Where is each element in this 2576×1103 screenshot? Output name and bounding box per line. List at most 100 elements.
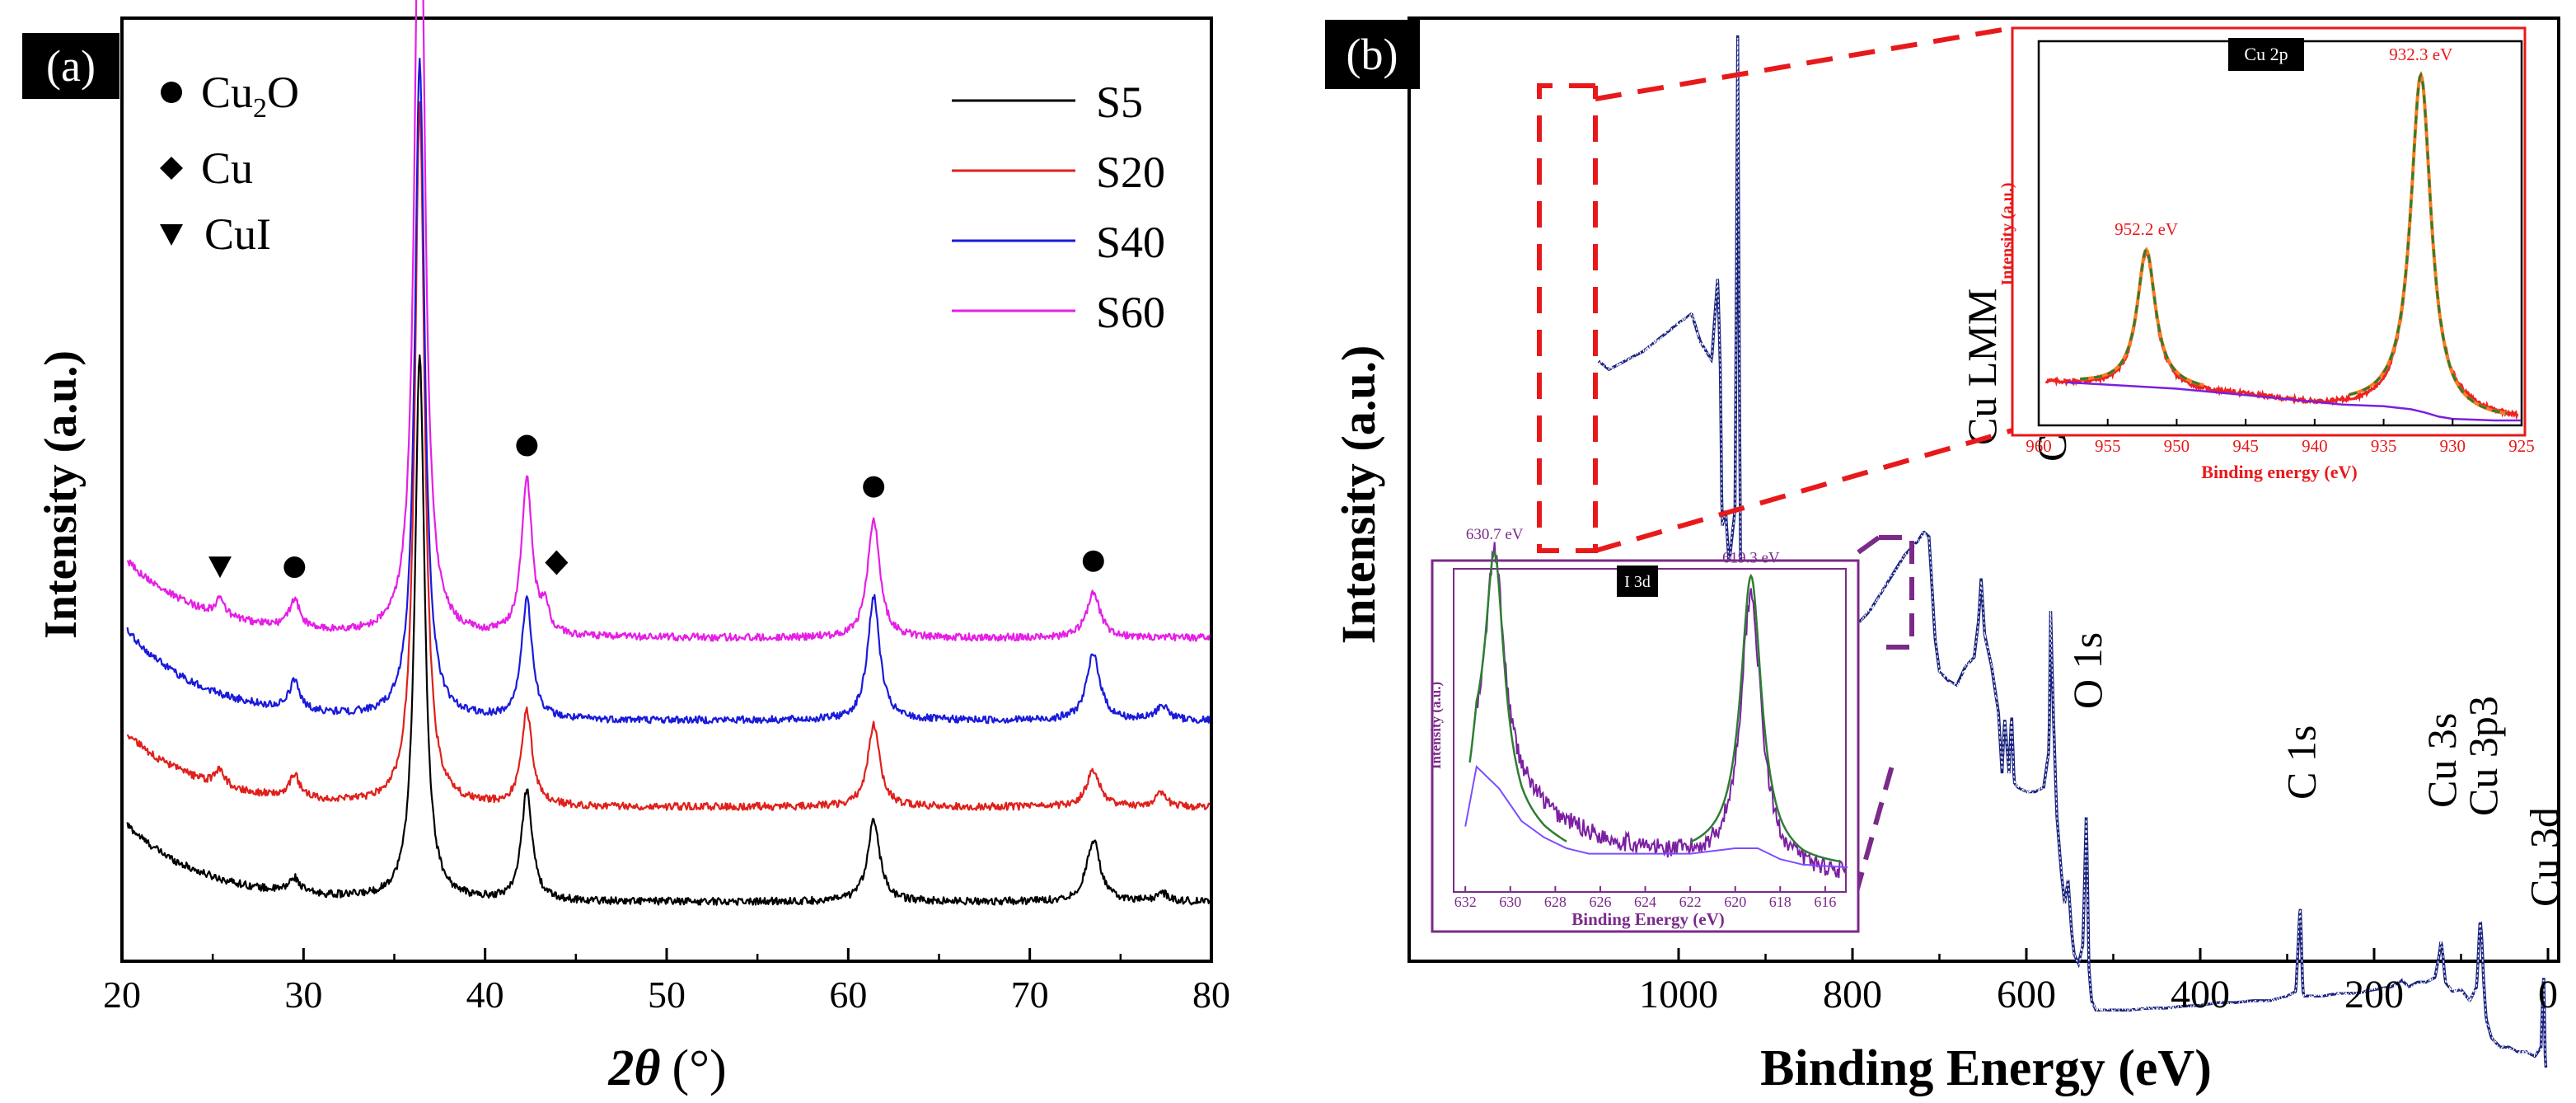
cu2p-peak-label-0: 952.2 eV bbox=[2115, 219, 2178, 239]
peak-marker-circle-6 bbox=[1082, 550, 1104, 572]
i3d-fit-curve-1 bbox=[1689, 573, 1842, 863]
i3d-x-tick-label-632: 632 bbox=[1454, 894, 1477, 910]
i3d-x-tick-label-618: 618 bbox=[1769, 894, 1791, 910]
peak-marker-circle-1 bbox=[283, 556, 306, 579]
panel-b-plot-frame bbox=[1407, 16, 2560, 963]
peak-label-cu-3s-4: Cu 3s bbox=[2419, 713, 2465, 808]
i3d-background-curve bbox=[1464, 764, 1848, 869]
cu2p-peak-label-1: 932.3 eV bbox=[2389, 45, 2452, 64]
panel-a-x-axis: 20 30 40 50 60 70 80 bbox=[103, 948, 1230, 1016]
peak-label-cu-lmm-0: Cu LMM bbox=[1959, 289, 2005, 445]
b-x-tick-label-1000: 1000 bbox=[1639, 973, 1718, 1016]
i3d-x-tick-label-620: 620 bbox=[1724, 894, 1746, 910]
i3d-x-axis: 632 630 628 626 624 622 620 618 616 bbox=[1454, 886, 1836, 910]
i3d-x-tick-label-624: 624 bbox=[1634, 894, 1656, 910]
xrd-series-s5 bbox=[126, 354, 1211, 906]
cu2p-inset-frame bbox=[2011, 26, 2527, 437]
peak-marker-triangle-down-0 bbox=[208, 556, 232, 579]
panel-b-label-box bbox=[1325, 20, 1420, 89]
cu2p-background-curve bbox=[2066, 381, 2522, 422]
i3d-x-tick-label-616: 616 bbox=[1814, 894, 1836, 910]
panel-a-label-box bbox=[22, 33, 119, 99]
peak-label-cu-3d-6: Cu 3d bbox=[2522, 807, 2568, 907]
panel-b-x-axis: 1000 800 600 400 200 0 bbox=[1639, 948, 2558, 1016]
xrd-series-s60 bbox=[126, 0, 1211, 642]
b-x-tick-label-800: 800 bbox=[1823, 973, 1882, 1016]
x-tick-label-20: 20 bbox=[103, 974, 141, 1016]
x-tick-label-80: 80 bbox=[1192, 974, 1230, 1016]
panel-a-peak-markers bbox=[208, 434, 1104, 579]
cu2p-x-tick-label-925: 925 bbox=[2508, 436, 2535, 456]
legend-cu-marker bbox=[160, 157, 183, 180]
peak-marker-circle-3 bbox=[516, 434, 538, 457]
legend-cu-label: Cu bbox=[201, 143, 253, 193]
legend-s20-label: S20 bbox=[1096, 148, 1165, 197]
peak-label-o-1s-2: O 1s bbox=[2064, 632, 2110, 709]
i3d-title-box bbox=[1617, 566, 1658, 597]
i3d-inset: 630.7 eV 619.3 eV I 3d Intensity (a.u.) B… bbox=[1428, 526, 1860, 933]
b-x-tick-label-600: 600 bbox=[1997, 973, 2056, 1016]
panel-a-y-axis-label: Intensity (a.u.) bbox=[35, 350, 87, 639]
i3d-peak-label-0: 630.7 eV bbox=[1466, 526, 1524, 543]
b-x-tick-label-200: 200 bbox=[2344, 973, 2404, 1016]
panel-a-xrd: (a) 20 30 40 50 60 70 80 Intensity (a.u.) 2θ (°… bbox=[22, 0, 1230, 1096]
i3d-x-tick-label-628: 628 bbox=[1544, 894, 1567, 910]
legend-cui-label: CuI bbox=[204, 209, 271, 259]
cu2p-zoom-line-bottom bbox=[1595, 428, 2013, 553]
panel-a-x-axis-unit: (°) bbox=[672, 1040, 727, 1096]
panel-b-label: (b) bbox=[1347, 30, 1398, 79]
panel-a-plot-frame bbox=[120, 16, 1213, 963]
x-tick-label-70: 70 bbox=[1011, 974, 1049, 1016]
cu2p-x-tick-label-940: 940 bbox=[2302, 436, 2328, 456]
xrd-series-s40 bbox=[126, 58, 1211, 725]
i3d-inset-plot: 630.7 eV 619.3 eV bbox=[1464, 526, 1848, 879]
cu2p-x-tick-label-950: 950 bbox=[2164, 436, 2190, 456]
cu2p-x-tick-label-945: 945 bbox=[2232, 436, 2259, 456]
panel-b-x-axis-label: Binding Energy (eV) bbox=[1760, 1040, 2212, 1096]
cu2p-x-axis: 960 955 950 945 940 935 930 925 bbox=[2026, 419, 2535, 456]
peak-label-c-1s-3: C 1s bbox=[2278, 725, 2324, 800]
i3d-zoom-line-top bbox=[1857, 535, 1880, 555]
panel-a-label: (a) bbox=[46, 41, 96, 91]
x-tick-label-30: 30 bbox=[284, 974, 322, 1016]
i3d-peak-label-1: 619.3 eV bbox=[1722, 549, 1780, 566]
panel-a-x-axis-variable: 2θ bbox=[607, 1040, 660, 1096]
legend-cui-marker bbox=[160, 224, 183, 246]
i3d-fit-curve-0 bbox=[1468, 550, 1567, 843]
panel-a-x-axis-label: 2θ (°) bbox=[607, 1040, 726, 1096]
cu2p-title: Cu 2p bbox=[2244, 44, 2288, 64]
i3d-x-axis-label: Binding Energy (eV) bbox=[1571, 909, 1725, 929]
cu2p-fit-curve-0 bbox=[2080, 247, 2204, 387]
legend-s60-label: S60 bbox=[1096, 288, 1165, 337]
peak-label-cu-3p3-5: Cu 3p3 bbox=[2460, 696, 2506, 816]
cu2p-x-tick-label-955: 955 bbox=[2095, 436, 2121, 456]
b-x-tick-label-0: 0 bbox=[2538, 973, 2558, 1016]
cu2p-zoom-line-top bbox=[1595, 26, 2013, 101]
i3d-zoom-box bbox=[1879, 535, 1914, 650]
cu2p-x-tick-label-935: 935 bbox=[2371, 436, 2397, 456]
cu2p-x-axis-label: Binding energy (eV) bbox=[2201, 462, 2357, 482]
i3d-x-tick-label-626: 626 bbox=[1589, 894, 1611, 910]
cu2p-x-tick-label-960: 960 bbox=[2026, 436, 2052, 456]
panel-a-series-legend: S5 S20 S40 S60 bbox=[952, 77, 1165, 337]
x-tick-label-40: 40 bbox=[466, 974, 504, 1016]
cu2p-x-tick-label-930: 930 bbox=[2440, 436, 2466, 456]
cu2p-zoom-callout bbox=[1537, 26, 2013, 553]
panel-b-y-axis-label: Intensity (a.u.) bbox=[1332, 345, 1385, 645]
i3d-zoom-line-bottom bbox=[1853, 759, 1896, 895]
b-x-tick-label-400: 400 bbox=[2171, 973, 2230, 1016]
i3d-inset-frame bbox=[1431, 559, 1860, 933]
i3d-y-axis-label: Intensity (a.u.) bbox=[1428, 682, 1444, 769]
i3d-title: I 3d bbox=[1624, 573, 1651, 591]
legend-cu2o-label: Cu2O bbox=[201, 68, 299, 124]
x-tick-label-50: 50 bbox=[648, 974, 686, 1016]
panel-a-marker-legend: Cu2O Cu CuI bbox=[160, 68, 299, 259]
xrd-series-s20 bbox=[126, 101, 1211, 811]
cu2p-zoom-box bbox=[1537, 83, 1598, 553]
x-tick-label-60: 60 bbox=[829, 974, 867, 1016]
legend-s5-label: S5 bbox=[1096, 77, 1143, 127]
cu2p-y-axis-label: Intensity (a.u.) bbox=[1998, 182, 2016, 285]
panel-a-series-group bbox=[126, 0, 1211, 906]
